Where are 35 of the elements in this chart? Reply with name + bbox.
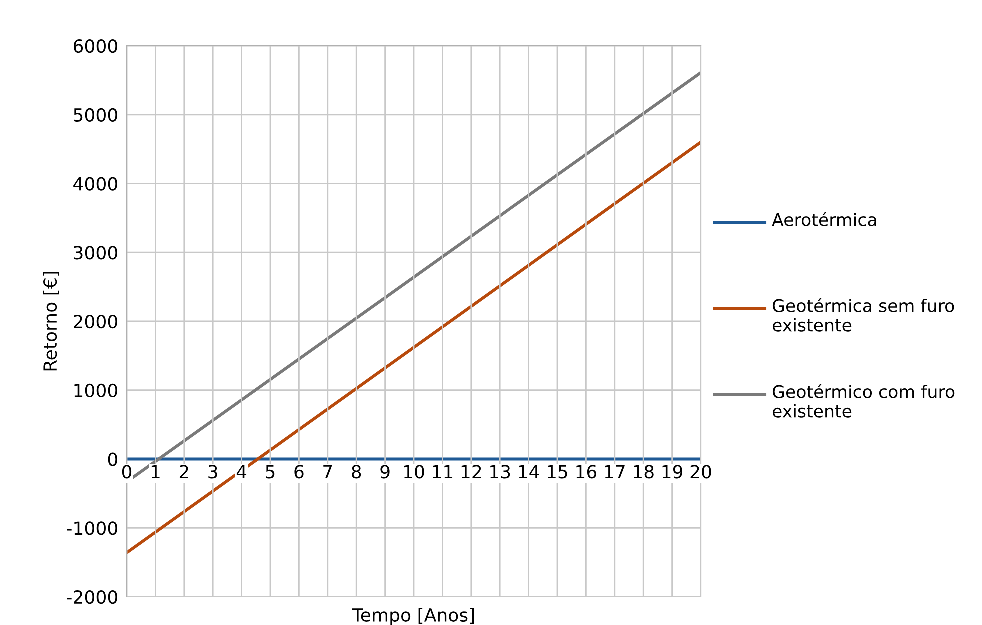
y-tick-label: 2000	[74, 314, 118, 329]
y-tick-label: 3000	[74, 246, 118, 260]
x-tick-label: 6	[294, 465, 304, 479]
x-tick-label: 16	[576, 465, 597, 479]
x-tick-label: 12	[462, 465, 482, 479]
x-tick-label: 10	[404, 465, 424, 479]
x-tick-label: 4	[236, 465, 247, 479]
x-tick-label: 15	[548, 465, 568, 479]
y-tick-label: 1000	[74, 384, 118, 398]
x-tick-label: 17	[605, 465, 625, 479]
x-tick-label: 14	[519, 465, 540, 479]
x-tick-label: 3	[208, 465, 218, 479]
y-tick-label: 0	[108, 452, 118, 466]
x-tick-label: 11	[433, 465, 453, 479]
x-tick-label: 19	[662, 465, 683, 479]
legend-label: Geotérmico com furo existente	[772, 384, 955, 418]
y-tick-label: 6000	[74, 39, 118, 54]
x-tick-label: 8	[352, 465, 362, 479]
x-tick-label: 5	[266, 465, 275, 479]
x-tick-label: 1	[152, 465, 160, 479]
x-tick-label: 7	[324, 465, 332, 479]
x-tick-label: 13	[490, 465, 510, 479]
x-axis-title: Tempo [Anos]	[352, 608, 474, 625]
x-tick-label: 18	[634, 465, 654, 479]
legend-label: Geotérmica sem furo existente	[772, 298, 954, 332]
y-axis-title: Retorno [€]	[43, 272, 60, 371]
y-tick-label: -1000	[67, 522, 118, 536]
legend-label: Aerotérmica	[772, 212, 876, 226]
x-tick-label: 2	[180, 465, 188, 479]
y-tick-label: 4000	[74, 177, 118, 191]
x-tick-label: 9	[380, 465, 390, 479]
x-tick-label: 20	[690, 465, 712, 479]
y-tick-label: -2000	[67, 590, 118, 604]
x-tick-label: 0	[122, 465, 132, 479]
y-tick-label: 5000	[74, 108, 118, 122]
